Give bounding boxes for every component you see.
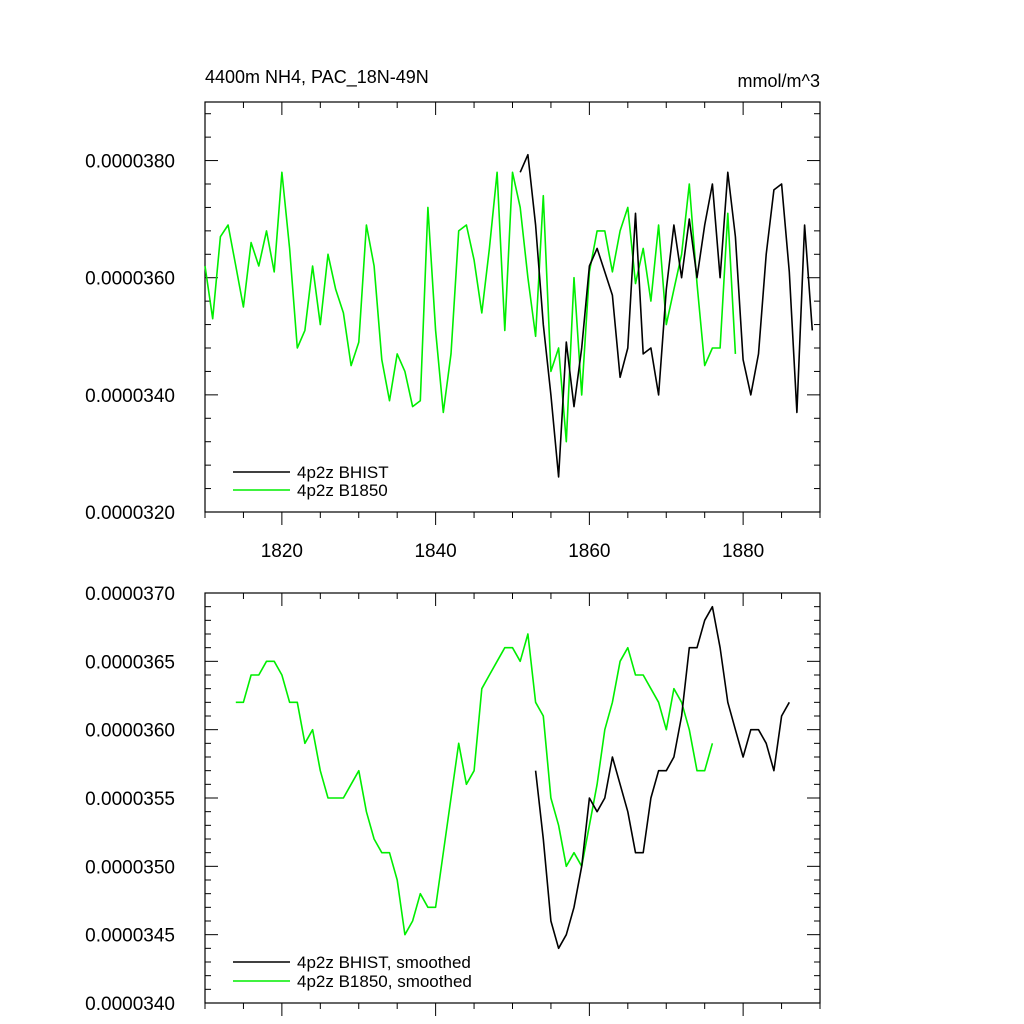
bottom-series xyxy=(235,605,790,950)
x-tick-label: 1840 xyxy=(414,541,456,562)
chart-title: 4400m NH4, PAC_18N-49N xyxy=(205,67,429,88)
legend-label-bhist: 4p2z BHIST xyxy=(297,463,389,482)
series-line-b1850 xyxy=(204,171,737,443)
x-tick-label: 1820 xyxy=(261,541,303,562)
top-ticks: 0.0000320 0.0000340 0.0000360 0.0000380 1820… xyxy=(85,102,821,562)
bottom-legend: 4p2z BHIST, smoothed 4p2z B1850, smoothe… xyxy=(233,953,472,991)
series-line-bhist xyxy=(534,605,790,950)
legend-label-b1850: 4p2z B1850 xyxy=(297,481,388,500)
series-line-b1850 xyxy=(235,633,714,936)
top-panel: 4400m NH4, PAC_18N-49N mmol/m^3 0.000032… xyxy=(85,67,821,562)
y-tick-label: 0.0000340 xyxy=(85,386,175,407)
y-tick-label: 0.0000355 xyxy=(85,789,175,810)
x-tick-label: 1860 xyxy=(568,541,610,562)
top-series xyxy=(204,153,814,478)
legend-label-b1850-smoothed: 4p2z B1850, smoothed xyxy=(297,972,472,991)
legend-label-bhist-smoothed: 4p2z BHIST, smoothed xyxy=(297,953,471,972)
y-tick-label: 0.0000360 xyxy=(85,721,175,742)
y-tick-label: 0.0000360 xyxy=(85,269,175,290)
y-tick-label: 0.0000370 xyxy=(85,584,175,605)
bottom-ticks: 0.0000340 0.0000345 0.0000350 0.0000355 0.00… xyxy=(85,584,821,1016)
y-tick-label: 0.0000340 xyxy=(85,994,175,1015)
top-legend: 4p2z BHIST 4p2z B1850 xyxy=(233,463,389,500)
y-tick-label: 0.0000320 xyxy=(85,503,175,524)
y-tick-label: 0.0000365 xyxy=(85,652,175,673)
x-tick-label: 1880 xyxy=(722,541,764,562)
y-tick-label: 0.0000345 xyxy=(85,926,175,947)
bottom-plot-frame xyxy=(204,592,821,1004)
units-label: mmol/m^3 xyxy=(738,71,820,91)
top-plot-frame xyxy=(204,101,821,513)
y-tick-label: 0.0000350 xyxy=(85,857,175,878)
series-line-bhist xyxy=(519,153,814,478)
y-tick-label: 0.0000380 xyxy=(85,152,175,173)
bottom-panel: 0.0000340 0.0000345 0.0000350 0.0000355 0.00… xyxy=(85,584,821,1016)
